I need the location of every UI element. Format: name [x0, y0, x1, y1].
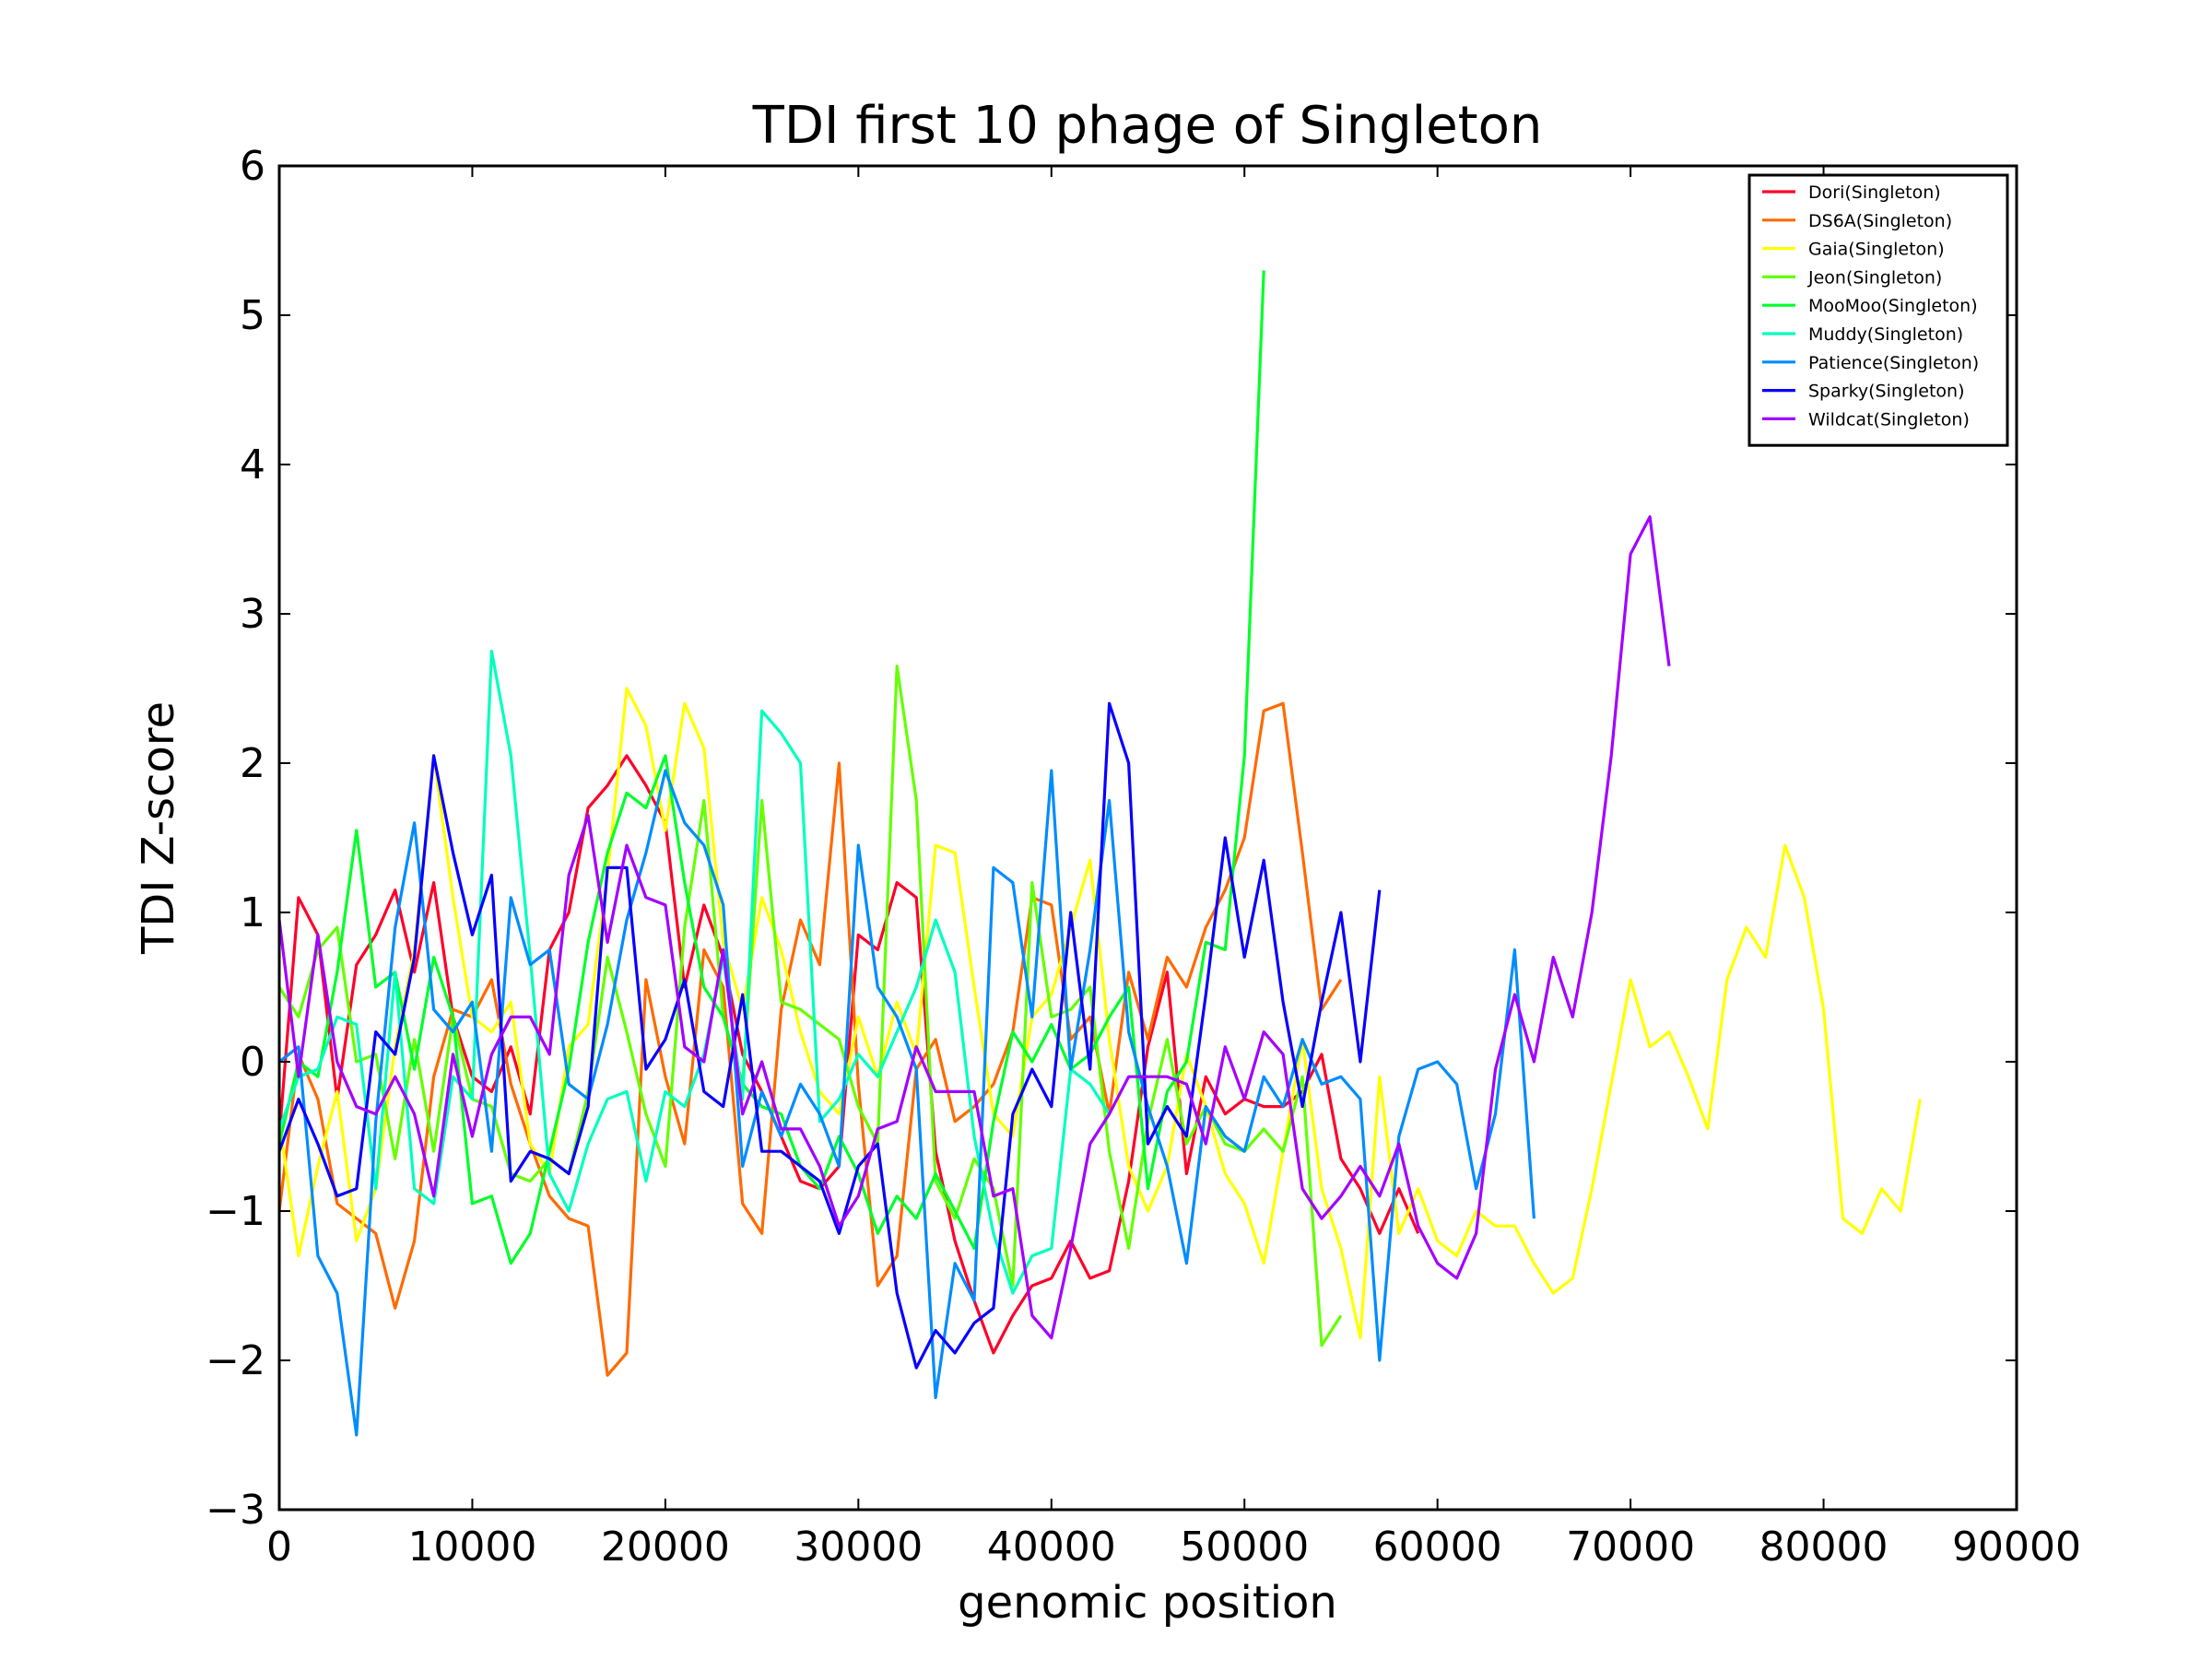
x-tick-label: 20000 — [601, 1524, 730, 1571]
legend-entry-label: Sparky(Singleton) — [1808, 382, 1965, 402]
series-line-3 — [277, 665, 1343, 1347]
legend: Dori(Singleton) DS6A(Singleton) Gaia(Singl… — [1747, 173, 2009, 447]
x-tick-label: 50000 — [1180, 1524, 1309, 1571]
series-line-6 — [278, 769, 1535, 1437]
series-line-7 — [277, 701, 1382, 1370]
series-line-2 — [277, 687, 1922, 1340]
legend-entry-label: Wildcat(Singleton) — [1808, 409, 1970, 429]
series-line-0 — [277, 754, 1420, 1355]
series-line-8 — [277, 515, 1671, 1340]
y-tick-label: −1 — [206, 1188, 265, 1235]
legend-entry-label: Patience(Singleton) — [1808, 353, 1979, 373]
x-tick-label: 10000 — [407, 1524, 536, 1571]
x-tick-label: 90000 — [1952, 1524, 2081, 1571]
legend-entry-label: DS6A(Singleton) — [1808, 211, 1952, 231]
x-tick-label: 60000 — [1373, 1524, 1502, 1571]
y-axis-label: TDI Z-score — [133, 701, 184, 955]
series-line-4 — [277, 270, 1265, 1265]
y-tick-label: 5 — [240, 292, 265, 339]
x-axis-ticks: 0 10000 20000 30000 40000 50000 60000 70000 8000… — [266, 166, 2081, 1571]
y-tick-label: −3 — [206, 1487, 265, 1534]
x-tick-label: 0 — [266, 1524, 292, 1571]
plot-frame — [277, 164, 2018, 1512]
series-line-5 — [277, 649, 1111, 1295]
legend-entry-label: Jeon(Singleton) — [1807, 267, 1942, 288]
x-tick-label: 80000 — [1759, 1524, 1888, 1571]
legend-entry-label: Dori(Singleton) — [1808, 182, 1941, 203]
x-axis-label: genomic position — [958, 1577, 1337, 1629]
legend-entry-label: MooMoo(Singleton) — [1808, 296, 1978, 316]
y-tick-label: −2 — [206, 1337, 265, 1384]
x-tick-label: 30000 — [794, 1524, 923, 1571]
plot-series — [277, 270, 1922, 1437]
y-axis-ticks: −3 −2 −1 0 1 2 3 4 5 6 — [206, 143, 2017, 1534]
chart-title: TDI first 10 phage of Singleton — [752, 96, 1543, 156]
y-tick-label: 0 — [240, 1039, 265, 1086]
y-tick-label: 1 — [240, 889, 265, 936]
y-tick-label: 4 — [240, 441, 265, 488]
x-tick-label: 40000 — [987, 1524, 1116, 1571]
legend-entry-label: Muddy(Singleton) — [1808, 324, 1963, 345]
legend-entry-label: Gaia(Singleton) — [1808, 240, 1945, 260]
x-tick-label: 70000 — [1566, 1524, 1695, 1571]
y-tick-label: 3 — [240, 591, 265, 638]
y-tick-label: 6 — [240, 143, 265, 190]
y-tick-label: 2 — [240, 740, 265, 787]
